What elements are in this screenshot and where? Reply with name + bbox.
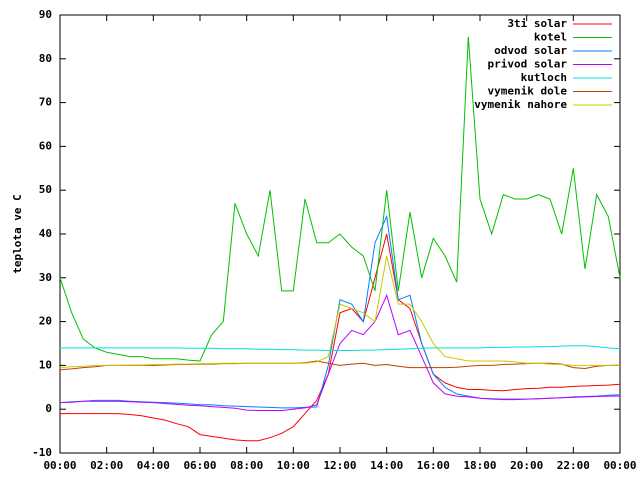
series-line bbox=[60, 233, 621, 442]
y-tick-label: 10 bbox=[39, 358, 52, 371]
y-tick-label: 70 bbox=[39, 96, 52, 109]
x-tick-label: 20:00 bbox=[510, 459, 543, 472]
legend-label: 3ti solar bbox=[507, 17, 567, 30]
x-tick-label: 12:00 bbox=[323, 459, 356, 472]
y-tick-label: 20 bbox=[39, 315, 52, 328]
x-tick-label: 10:00 bbox=[277, 459, 310, 472]
legend-label: kutloch bbox=[521, 71, 567, 84]
x-tick-label: 04:00 bbox=[137, 459, 170, 472]
y-axis-label: teplota ve C bbox=[11, 194, 24, 273]
x-tick-label: 14:00 bbox=[370, 459, 403, 472]
y-tick-label: 40 bbox=[39, 227, 52, 240]
x-tick-label: 06:00 bbox=[183, 459, 216, 472]
x-tick-label: 16:00 bbox=[417, 459, 450, 472]
y-tick-label: 0 bbox=[45, 402, 52, 415]
x-tick-label: 02:00 bbox=[90, 459, 123, 472]
x-tick-label: 18:00 bbox=[463, 459, 496, 472]
series-line bbox=[59, 255, 620, 369]
legend-label: vymenik nahore bbox=[474, 98, 567, 111]
x-tick-label: 00:00 bbox=[43, 459, 76, 472]
legend-label: vymenik dole bbox=[488, 85, 568, 98]
x-tick-label: 08:00 bbox=[230, 459, 263, 472]
legend-label: kotel bbox=[534, 31, 567, 44]
y-tick-label: 30 bbox=[39, 271, 52, 284]
y-tick-label: 60 bbox=[39, 139, 52, 152]
y-tick-label: -10 bbox=[32, 446, 52, 459]
y-tick-label: 80 bbox=[39, 52, 52, 65]
x-tick-label: 00:00 bbox=[603, 459, 636, 472]
series-line bbox=[59, 36, 621, 362]
series-line bbox=[59, 293, 620, 411]
x-tick-label: 22:00 bbox=[557, 459, 590, 472]
y-tick-label: 90 bbox=[39, 8, 52, 21]
legend-label: odvod solar bbox=[494, 44, 567, 57]
y-tick-label: 50 bbox=[39, 183, 52, 196]
series-line bbox=[59, 214, 621, 409]
legend-label: privod solar bbox=[488, 58, 568, 71]
series-line bbox=[60, 345, 621, 351]
